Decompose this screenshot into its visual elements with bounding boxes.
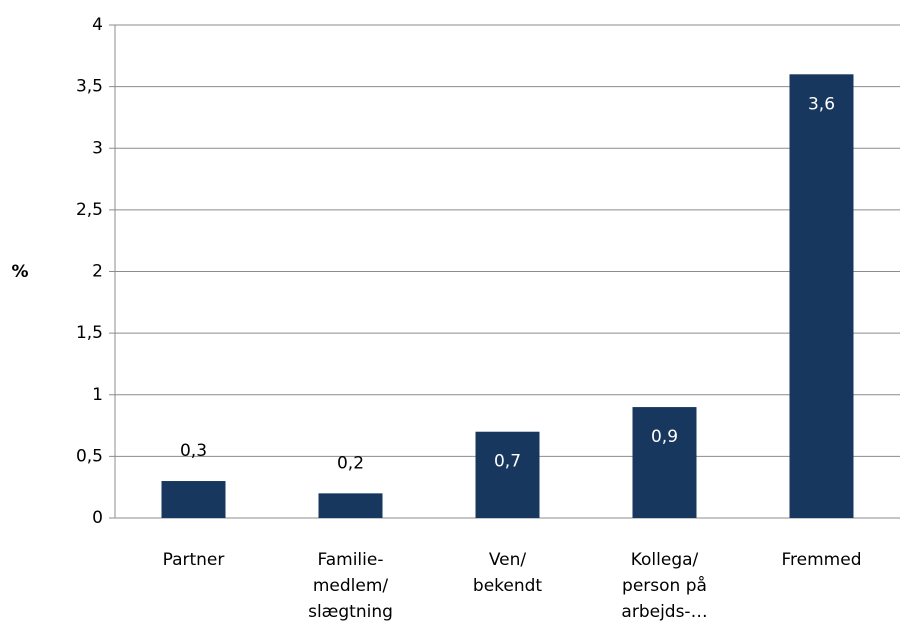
y-tick-label: 0 [92,508,103,528]
bar [475,431,540,518]
x-tick-label: Familie-medlem/slægtning [308,550,393,622]
bar [318,493,383,518]
y-tick-label: 1 [92,385,103,405]
bar [632,407,697,518]
x-tick-label-line: person på [622,575,707,596]
x-tick-label: Fremmed [782,550,862,570]
x-tick-label-line: bekendt [473,576,543,596]
bar [789,74,854,519]
y-tick-label: 1,5 [76,323,103,343]
y-axis-label: % [11,262,28,282]
data-label: 0,3 [180,441,207,461]
x-tick-label-line: medlem/ [313,576,389,596]
y-tick-label: 2 [92,262,103,282]
x-tick-label: Ven/bekendt [473,550,543,596]
y-tick-label: 3,5 [76,77,103,97]
x-tick-label-line: Kollega/ [631,550,699,570]
x-tick-label-line: Ven/ [489,550,527,570]
x-tick-label: Partner [163,550,225,570]
y-tick-label: 4 [92,15,103,35]
x-tick-label-line: Fremmed [782,550,862,570]
x-tick-label: Kollega/person på arbejds-… [621,550,707,622]
bar [161,481,226,518]
data-label: 0,9 [651,427,678,447]
y-tick-label: 2,5 [76,200,103,220]
y-tick-label: 3 [92,138,103,158]
y-tick-label: 0,5 [76,446,103,466]
x-tick-label-line: slægtning [308,602,393,622]
x-tick-label-line: Familie- [318,550,384,570]
x-tick-label-line: arbejds-… [621,602,707,622]
data-label: 3,6 [808,94,835,114]
x-tick-label-line: Partner [163,550,225,570]
data-label: 0,7 [494,452,521,472]
data-label: 0,2 [337,453,364,473]
